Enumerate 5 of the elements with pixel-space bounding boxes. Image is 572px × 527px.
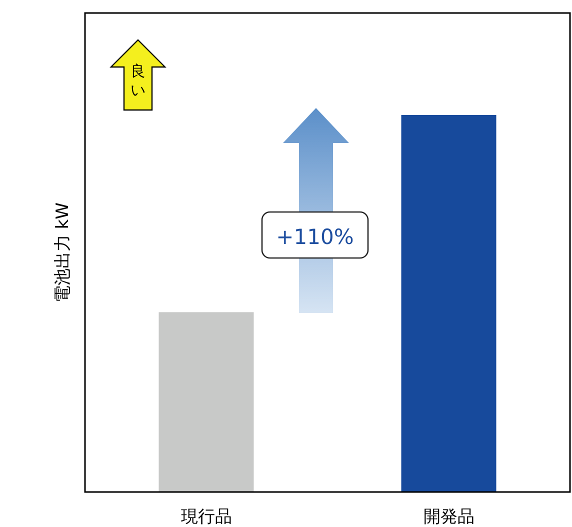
x-tick-label: 開発品 <box>423 507 474 527</box>
y-axis-title: 電池出力 kW <box>53 202 73 303</box>
annotation: +110% <box>276 225 354 249</box>
x-tick-label: 現行品 <box>180 507 232 527</box>
text: 良い <box>130 62 146 99</box>
